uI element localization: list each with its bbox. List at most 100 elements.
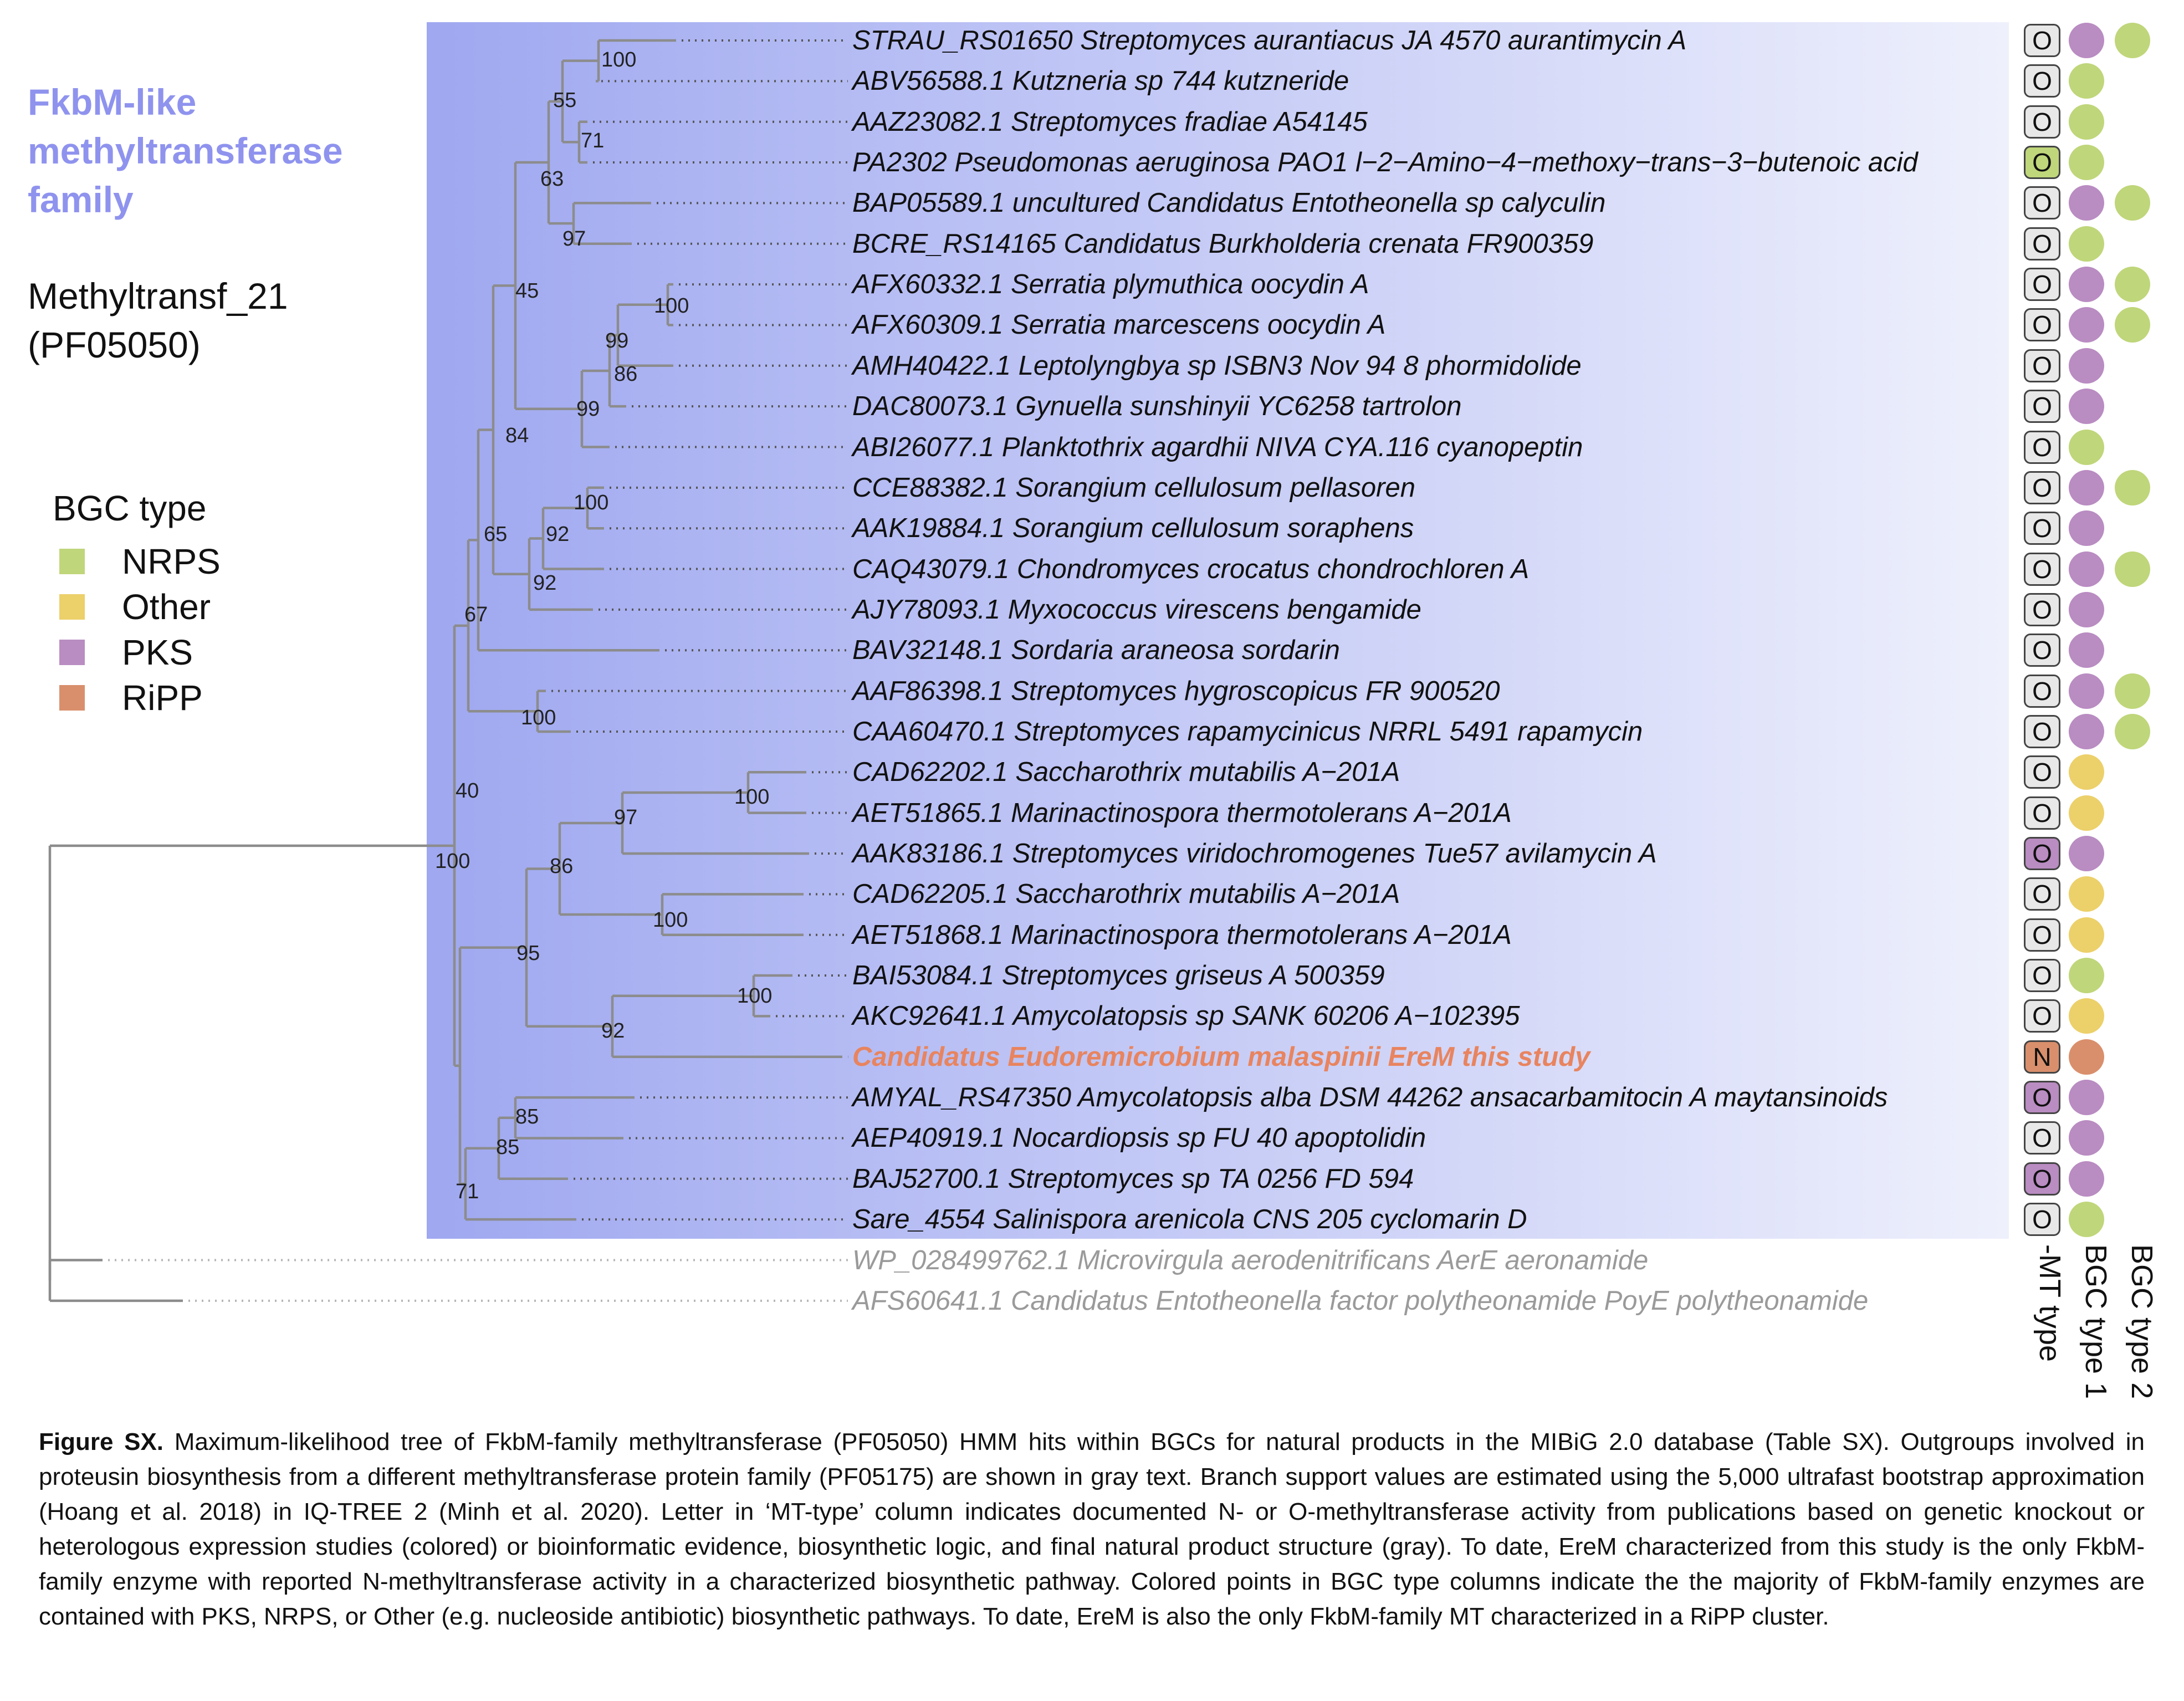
tip-label: BAJ52700.1 Streptomyces sp TA 0256 FD 59… bbox=[852, 1163, 1414, 1194]
support-value: 86 bbox=[550, 854, 574, 878]
caption-lead: Figure SX. bbox=[39, 1428, 164, 1455]
mt-type-cell: O bbox=[2024, 837, 2060, 870]
legend-item-nrps: NRPS bbox=[53, 539, 221, 584]
legend-item-ripp: RiPP bbox=[53, 675, 206, 721]
column-header-mt-type: -MT type bbox=[2033, 1244, 2067, 1362]
tip-label: AAK83186.1 Streptomyces viridochromogene… bbox=[852, 839, 1657, 869]
tip-label: AET51868.1 Marinactinospora thermotolera… bbox=[852, 920, 1512, 950]
mt-type-cell: O bbox=[2024, 390, 2060, 423]
mt-type-cell: O bbox=[2024, 552, 2060, 586]
support-value: 99 bbox=[605, 329, 629, 353]
bgc-type-1-point bbox=[2069, 713, 2104, 749]
support-value: 97 bbox=[614, 805, 638, 829]
tip-label: AFX60332.1 Serratia plymuthica oocydin A bbox=[852, 269, 1369, 300]
bgc-type-1-point bbox=[2069, 226, 2104, 262]
bgc-type-1-point bbox=[2069, 348, 2104, 384]
legend-swatch-nrps bbox=[59, 549, 85, 574]
mt-type-cell: O bbox=[2024, 308, 2060, 342]
bgc-type-1-point bbox=[2069, 673, 2104, 709]
support-value: 92 bbox=[601, 1019, 625, 1043]
pfam-name: Methyltransf_21 bbox=[28, 275, 288, 316]
support-value: 100 bbox=[521, 706, 556, 730]
bgc-type-1-point bbox=[2069, 754, 2104, 790]
support-value: 67 bbox=[464, 602, 488, 626]
mt-type-cell: O bbox=[2024, 64, 2060, 98]
support-value: 100 bbox=[654, 294, 689, 318]
tip-label: PA2302 Pseudomonas aeruginosa PAO1 l−2−A… bbox=[852, 147, 1918, 178]
caption-text: Maximum-likelihood tree of FkbM-family m… bbox=[39, 1428, 2145, 1630]
tip-label: AAF86398.1 Streptomyces hygroscopicus FR… bbox=[852, 676, 1500, 706]
bgc-type-1-point bbox=[2069, 958, 2104, 994]
tip-label: AAZ23082.1 Streptomyces fradiae A54145 bbox=[852, 106, 1368, 137]
support-value: 100 bbox=[601, 48, 637, 71]
legend-label-ripp: RiPP bbox=[122, 678, 203, 718]
bgc-type-1-point bbox=[2069, 836, 2104, 871]
support-value: 99 bbox=[576, 397, 600, 421]
mt-type-cell: O bbox=[2024, 1121, 2060, 1155]
support-value: 84 bbox=[505, 423, 529, 447]
tip-label-outgroup: AFS60641.1 Candidatus Entotheonella fact… bbox=[852, 1285, 1869, 1316]
support-value: 55 bbox=[553, 89, 577, 113]
column-header-bgc-type-2: BGC type 2 bbox=[2125, 1244, 2159, 1399]
bgc-type-1-point bbox=[2069, 551, 2104, 587]
bgc-type-1-point bbox=[2069, 795, 2104, 831]
pfam-id: (PF05050) bbox=[28, 324, 201, 365]
bgc-type-1-point bbox=[2069, 917, 2104, 953]
support-value: 85 bbox=[496, 1135, 520, 1159]
tree-drawing bbox=[48, 22, 2009, 1302]
tip-label: CCE88382.1 Sorangium cellulosum pellasor… bbox=[852, 472, 1415, 503]
bgc-type-1-point bbox=[2069, 1202, 2104, 1238]
bgc-type-2-point bbox=[2115, 713, 2150, 749]
mt-type-cell: O bbox=[2024, 1081, 2060, 1115]
tip-label: ABV56588.1 Kutzneria sp 744 kutzneride bbox=[852, 66, 1349, 96]
bgc-type-2-point bbox=[2115, 23, 2150, 58]
legend-label-pks: PKS bbox=[122, 632, 193, 672]
bgc-type-1-point bbox=[2069, 1120, 2104, 1156]
mt-type-cell: O bbox=[2024, 918, 2060, 952]
bgc-type-1-point bbox=[2069, 104, 2104, 140]
bgc-type-1-point bbox=[2069, 429, 2104, 465]
support-value: 65 bbox=[484, 523, 508, 546]
legend-item-other: Other bbox=[53, 584, 211, 630]
support-value: 85 bbox=[515, 1105, 539, 1128]
support-value: 71 bbox=[581, 129, 605, 153]
mt-type-cell: O bbox=[2024, 714, 2060, 748]
mt-type-cell: O bbox=[2024, 512, 2060, 545]
legend-swatch-other bbox=[59, 594, 85, 620]
bgc-type-2-point bbox=[2115, 551, 2150, 587]
tip-label: AMH40422.1 Leptolyngbya sp ISBN3 Nov 94 … bbox=[852, 350, 1582, 381]
bgc-type-1-point bbox=[2069, 307, 2104, 343]
mt-type-cell: O bbox=[2024, 349, 2060, 382]
mt-type-cell: O bbox=[2024, 674, 2060, 708]
tip-label: AJY78093.1 Myxococcus virescens bengamid… bbox=[852, 594, 1421, 625]
bgc-type-2-point bbox=[2115, 673, 2150, 709]
tip-label: CAQ43079.1 Chondromyces crocatus chondro… bbox=[852, 554, 1530, 584]
mt-type-cell: O bbox=[2024, 877, 2060, 911]
bgc-type-1-point bbox=[2069, 510, 2104, 546]
phylogenetic-tree-figure: FkbM-like methyltransferase family Methy… bbox=[28, 22, 2159, 1399]
bgc-type-1-point bbox=[2069, 1080, 2104, 1116]
legend: BGC type NRPS Other PKS RiPP bbox=[53, 488, 221, 721]
mt-type-cell: O bbox=[2024, 959, 2060, 993]
support-value: 100 bbox=[435, 849, 470, 873]
bgc-type-2-point bbox=[2115, 185, 2150, 221]
mt-type-cell: O bbox=[2024, 105, 2060, 139]
support-value: 45 bbox=[515, 279, 539, 303]
bgc-type-1-point bbox=[2069, 1161, 2104, 1197]
mt-type-cell: O bbox=[2024, 430, 2060, 464]
bgc-type-2-point bbox=[2115, 307, 2150, 343]
support-value: 100 bbox=[734, 785, 770, 809]
tip-label: Sare_4554 Salinispora arenicola CNS 205 … bbox=[852, 1204, 1527, 1235]
tip-label: AET51865.1 Marinactinospora thermotolera… bbox=[852, 798, 1512, 828]
support-value: 100 bbox=[737, 984, 773, 1008]
bgc-type-1-point bbox=[2069, 876, 2104, 912]
tip-label: AEP40919.1 Nocardiopsis sp FU 40 apoptol… bbox=[852, 1123, 1426, 1153]
bgc-type-1-point bbox=[2069, 469, 2104, 505]
support-value: 97 bbox=[562, 227, 586, 251]
family-title: FkbM-like methyltransferase family bbox=[28, 81, 343, 220]
tip-label: AKC92641.1 Amycolatopsis sp SANK 60206 A… bbox=[852, 1001, 1520, 1031]
legend-label-other: Other bbox=[122, 587, 211, 627]
legend-swatch-pks bbox=[59, 640, 85, 665]
clade-background bbox=[427, 22, 2009, 1239]
bgc-type-1-point bbox=[2069, 591, 2104, 627]
